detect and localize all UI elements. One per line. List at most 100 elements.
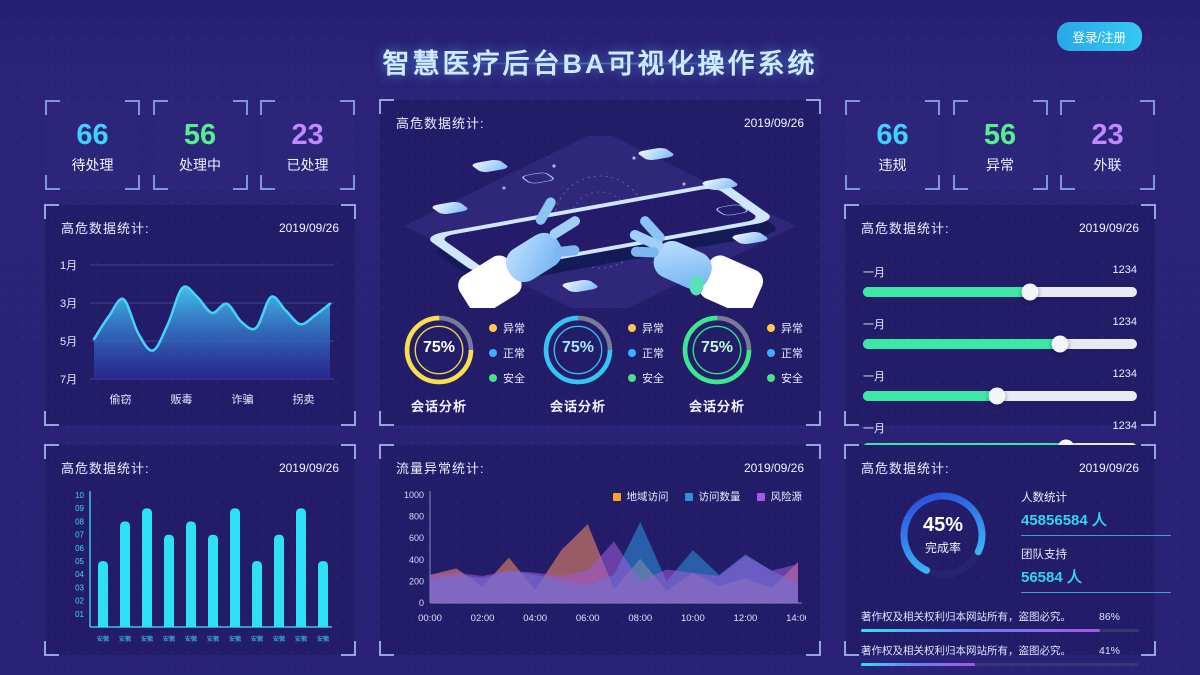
gauge-label: 会话分析 (549, 399, 606, 414)
svg-text:偷窃: 偷窃 (110, 392, 132, 406)
svg-text:安徽: 安徽 (185, 635, 198, 643)
slider-label: 一月 (863, 319, 885, 331)
legend-item-safe[interactable]: 安全 (767, 370, 803, 386)
login-register-button[interactable]: 登录/注册 (1056, 22, 1142, 51)
gauge-label: 会话分析 (688, 399, 745, 414)
session-gauges-row: 75% 会话分析 异常 正常 安全 (380, 308, 820, 415)
legend-label: 安全 (781, 372, 803, 385)
svg-text:贩毒: 贩毒 (171, 393, 193, 406)
stat-line-value: 45856584 人 (1021, 507, 1171, 536)
legend-item-normal[interactable]: 正常 (628, 345, 664, 361)
svg-text:04: 04 (75, 570, 84, 579)
legend-item-safe[interactable]: 安全 (489, 370, 525, 386)
panel-header: 高危数据统计: 2019/09/26 (845, 445, 1155, 481)
panel-header: 流量异常统计: 2019/09/26 (380, 445, 820, 481)
panel-date: 2019/09/26 (1078, 220, 1139, 235)
svg-text:14:00: 14:00 (786, 613, 806, 624)
stat-card-done: 23 已处理 (260, 100, 355, 190)
donut-gauge: 75% 会话分析 (536, 308, 620, 415)
panel-header: 高危数据统计: 2019/09/26 (45, 205, 355, 241)
legend-dot (628, 348, 636, 357)
legend-label: 正常 (642, 347, 664, 360)
stat-line-label: 人数统计 (1021, 492, 1067, 504)
slider-handle[interactable] (1021, 283, 1039, 301)
gauge-legend: 异常 正常 安全 (767, 320, 803, 404)
progress-row: 著作权及相关权利归本网站所有，盗图必究。 41% (861, 643, 1139, 666)
completion-gauge: 45% 完成率 (893, 485, 993, 585)
legend-item-normal[interactable]: 正常 (489, 345, 525, 361)
svg-text:09: 09 (75, 504, 84, 513)
svg-text:安徽: 安徽 (229, 635, 242, 643)
session-gauge-group: 75% 会话分析 异常 正常 安全 (397, 308, 525, 415)
legend-label: 正常 (503, 347, 525, 360)
progress-fill (861, 629, 1101, 632)
stat-team-support: 团队支持 56584 人 (1021, 546, 1171, 593)
slider-row: 一月 1234 (863, 316, 1137, 353)
slider-handle[interactable] (988, 387, 1006, 405)
svg-text:安徽: 安徽 (273, 635, 286, 643)
svg-text:安徽: 安徽 (119, 635, 132, 643)
gauge-legend: 异常 正常 安全 (489, 320, 525, 404)
completion-stats: 人数统计 45856584 人 团队支持 56584 人 (1021, 485, 1171, 603)
svg-text:07: 07 (75, 531, 84, 540)
stat-label: 违规 (878, 156, 907, 173)
panel-title: 高危数据统计: (61, 221, 150, 236)
svg-text:06:00: 06:00 (576, 613, 600, 624)
slider-head: 一月 1234 (863, 264, 1137, 280)
gauge-legend: 异常 正常 安全 (628, 320, 664, 404)
legend-label: 风险源 (770, 491, 803, 503)
legend-label: 安全 (642, 372, 664, 385)
svg-text:安徽: 安徽 (207, 635, 220, 643)
legend-item-region-visits[interactable]: 地域访问 (612, 489, 669, 504)
slider-handle[interactable] (1051, 335, 1069, 353)
completion-ring (900, 492, 986, 578)
slider-track[interactable] (863, 335, 1137, 353)
stat-line-value: 56584 人 (1021, 564, 1171, 593)
legend-item-abnormal[interactable]: 异常 (489, 320, 525, 336)
legend-dot (767, 348, 775, 357)
slider-value: 1234 (1112, 264, 1137, 276)
slider-track[interactable] (863, 387, 1137, 405)
svg-text:安徽: 安徽 (163, 635, 176, 643)
panel-header: 高危数据统计: 2019/09/26 (845, 205, 1155, 241)
svg-text:3月: 3月 (60, 298, 77, 310)
slider-head: 一月 1234 (863, 420, 1137, 436)
panel-title: 高危数据统计: (396, 116, 485, 131)
stat-value: 56 (183, 118, 217, 151)
panel-completion-stats: 高危数据统计: 2019/09/26 45% 完成率 (844, 444, 1171, 666)
stat-card-external: 23 外联 (1060, 100, 1155, 190)
svg-text:5月: 5月 (60, 336, 77, 348)
slider-head: 一月 1234 (863, 316, 1137, 332)
title-underline-glow (420, 62, 780, 65)
slider-fill (863, 391, 998, 401)
legend-label: 异常 (642, 322, 664, 335)
legend-item-abnormal[interactable]: 异常 (628, 320, 664, 336)
svg-text:08: 08 (75, 517, 84, 526)
app-header: 智慧医疗后台BA可视化操作系统 登录/注册 (0, 0, 1200, 84)
donut-ring (404, 315, 474, 385)
legend-square (756, 492, 765, 501)
progress-track (861, 629, 1139, 632)
svg-text:800: 800 (409, 512, 424, 522)
legend-label: 异常 (781, 322, 803, 335)
svg-text:04:00: 04:00 (523, 613, 547, 624)
panel-title: 流量异常统计: (396, 461, 485, 476)
slider-track[interactable] (863, 283, 1137, 301)
slider-label: 一月 (863, 267, 885, 279)
panel-month-sliders: 高危数据统计: 2019/09/26 一月 1234 一月 1234 (844, 204, 1156, 457)
tablet-hands-illustration (404, 136, 796, 308)
svg-text:10: 10 (75, 491, 84, 500)
traffic-legend: 地域访问 访问数量 风险源 (612, 489, 803, 504)
svg-text:安徽: 安徽 (251, 635, 264, 643)
svg-text:7月: 7月 (60, 374, 77, 386)
legend-item-abnormal[interactable]: 异常 (767, 320, 803, 336)
svg-text:安徽: 安徽 (317, 635, 330, 643)
legend-item-normal[interactable]: 正常 (767, 345, 803, 361)
gauge-percent: 75% (700, 339, 734, 356)
legend-label: 访问数量 (698, 491, 741, 503)
legend-item-risk-source[interactable]: 风险源 (756, 489, 803, 504)
panel-center-stats: 高危数据统计: 2019/09/26 (379, 99, 821, 425)
legend-dot (489, 373, 497, 382)
legend-item-safe[interactable]: 安全 (628, 370, 664, 386)
legend-item-visit-count[interactable]: 访问数量 (684, 489, 741, 504)
